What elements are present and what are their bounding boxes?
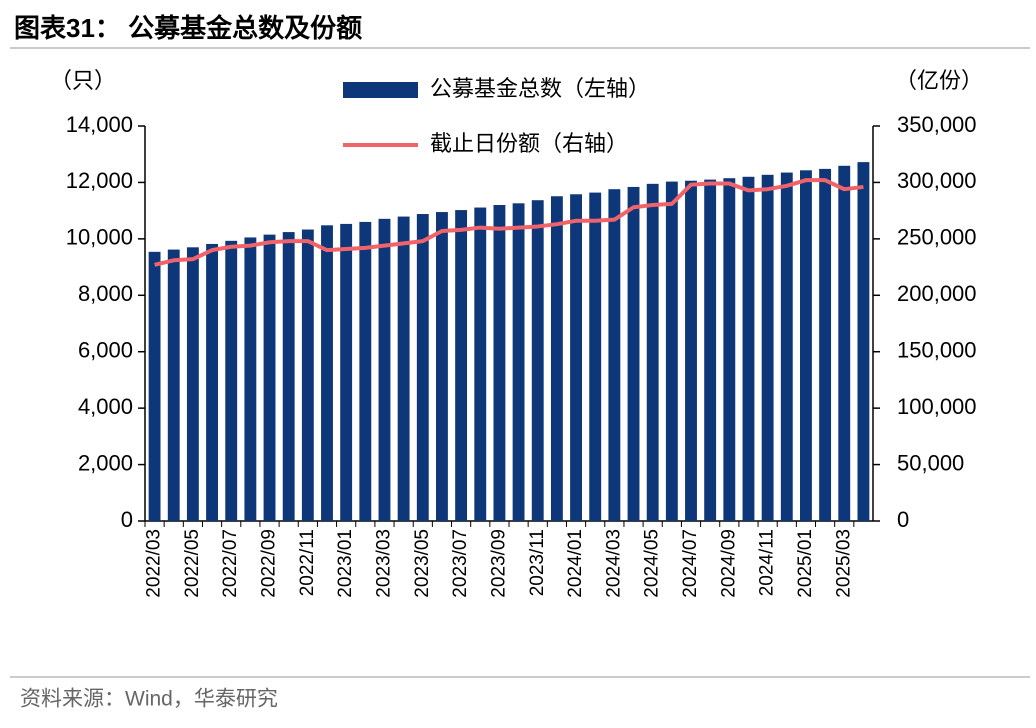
- bar: [340, 223, 353, 521]
- x-tick-label: 2023/11: [527, 529, 548, 596]
- x-tick-label: 2022/09: [259, 529, 280, 598]
- x-tick-label: 2024/09: [718, 529, 739, 598]
- x-tick-label: 2023/05: [412, 529, 433, 598]
- x-tick-label: 2022/07: [220, 529, 241, 598]
- bar: [646, 183, 659, 521]
- y-axis-label: （只）: [50, 68, 116, 93]
- x-tick-label: 2024/05: [642, 529, 663, 598]
- bar: [416, 214, 429, 521]
- y2-tick-label: 300,000: [897, 168, 977, 193]
- y-tick-label: 4,000: [78, 394, 133, 419]
- bar: [512, 203, 525, 522]
- y-tick-label: 6,000: [78, 338, 133, 363]
- bar: [800, 170, 812, 521]
- y-tick-label: 0: [121, 507, 133, 532]
- bar: [857, 162, 870, 521]
- bar: [263, 234, 276, 521]
- bar: [378, 218, 391, 521]
- x-tick-label: 2024/07: [680, 529, 701, 598]
- y-tick-label: 8,000: [78, 281, 133, 306]
- x-tick-label: 2023/09: [488, 529, 509, 598]
- bar: [301, 229, 314, 521]
- bar: [397, 216, 410, 521]
- bar: [167, 249, 180, 522]
- x-tick-label: 2023/01: [335, 529, 356, 598]
- x-tick-label: 2023/03: [373, 529, 394, 598]
- x-tick-label: 2024/03: [603, 529, 624, 598]
- bar: [627, 186, 640, 521]
- bar: [665, 181, 678, 521]
- y2-tick-label: 50,000: [897, 450, 964, 475]
- y2-tick-label: 150,000: [897, 338, 977, 363]
- bar: [225, 240, 238, 521]
- x-tick-label: 2023/07: [450, 529, 471, 598]
- bar: [436, 212, 448, 521]
- bar: [186, 247, 199, 522]
- bar: [723, 178, 736, 522]
- bar: [359, 221, 372, 521]
- bar: [244, 237, 257, 522]
- bar: [531, 200, 544, 522]
- y-tick-label: 12,000: [66, 168, 133, 193]
- bar: [685, 180, 697, 521]
- bar: [321, 225, 333, 522]
- y2-tick-label: 100,000: [897, 394, 977, 419]
- legend-label: 公募基金总数（左轴）: [430, 76, 650, 101]
- y2-tick-label: 250,000: [897, 225, 977, 250]
- bar: [282, 232, 295, 522]
- bar: [761, 174, 774, 521]
- bar: [589, 192, 602, 522]
- source: 资料来源：Wind，华泰研究: [20, 688, 278, 711]
- bar: [455, 210, 468, 522]
- bar: [206, 243, 218, 521]
- bar: [570, 194, 582, 521]
- bar: [704, 179, 717, 521]
- chart-title: 图表31： 公募基金总数及份额: [14, 13, 362, 43]
- y2-axis-label: （亿份）: [895, 68, 983, 93]
- bar: [742, 176, 755, 522]
- x-tick-label: 2022/11: [297, 529, 318, 596]
- bar: [819, 168, 832, 521]
- bar: [550, 196, 563, 521]
- bar: [780, 172, 793, 521]
- x-tick-label: 2025/01: [795, 529, 816, 598]
- y2-tick-label: 200,000: [897, 281, 977, 306]
- legend-swatch: [343, 82, 418, 98]
- x-tick-label: 2025/03: [833, 529, 854, 598]
- y-tick-label: 10,000: [66, 225, 133, 250]
- x-tick-label: 2022/05: [182, 529, 203, 598]
- bar: [493, 205, 506, 521]
- bar: [148, 251, 161, 522]
- x-tick-label: 2024/01: [565, 529, 586, 598]
- y-tick-label: 14,000: [66, 112, 133, 137]
- bar: [474, 207, 487, 521]
- line: [154, 178, 864, 267]
- x-tick-label: 2022/03: [144, 529, 165, 598]
- x-tick-label: 2024/11: [757, 529, 778, 596]
- y2-tick-label: 350,000: [897, 112, 977, 137]
- y-tick-label: 2,000: [78, 450, 133, 475]
- bar: [608, 189, 621, 521]
- y2-tick-label: 0: [897, 507, 909, 532]
- legend-label: 截止日份额（右轴）: [430, 131, 628, 156]
- bar: [838, 165, 851, 521]
